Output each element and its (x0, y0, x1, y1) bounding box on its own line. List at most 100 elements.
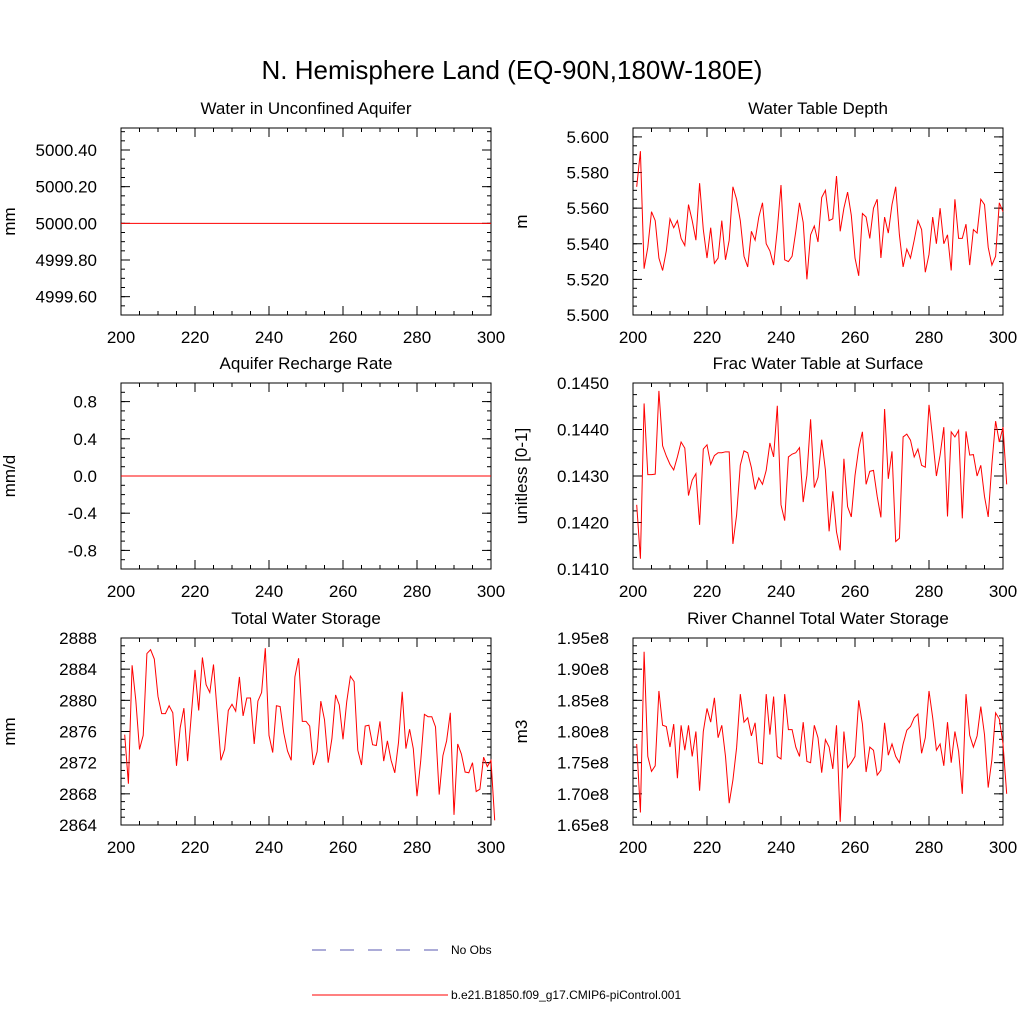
river-channel-storage-ytick-label: 1.75e8 (557, 754, 609, 773)
total-water-storage-panel: Total Water Storage mm 200 220 240 260 280 300 2… (0, 609, 505, 857)
total-water-storage-xtick-label: 280 (403, 838, 431, 857)
aquifer-water-ytick-label: 4999.60 (36, 288, 97, 307)
river-channel-storage-ylabel: m3 (512, 720, 531, 744)
river-channel-storage-title: River Channel Total Water Storage (687, 609, 949, 628)
frac-water-table-xtick-label: 240 (767, 582, 795, 601)
total-water-storage-ylabel: mm (0, 717, 19, 745)
frac-water-table-panel: Frac Water Table at Surface unitless [0-1… (512, 354, 1017, 601)
aquifer-water-xtick-label: 200 (107, 328, 135, 347)
river-channel-storage-ytick-label: 1.95e8 (557, 629, 609, 648)
legend-obs-label: No Obs (451, 943, 492, 957)
river-channel-storage-panel: River Channel Total Water Storage m3 200 22… (512, 609, 1017, 857)
frac-water-table-xtick-label: 220 (693, 582, 721, 601)
recharge-rate-ytick-label: 0.8 (73, 393, 97, 412)
water-table-depth-xtick-label: 220 (693, 328, 721, 347)
river-channel-storage-xtick-label: 280 (915, 838, 943, 857)
recharge-rate-xtick-label: 300 (477, 582, 505, 601)
frac-water-table-ylabel: unitless [0-1] (512, 428, 531, 524)
frac-water-table-ytick-label: 0.1450 (557, 374, 609, 393)
recharge-rate-ytick-label: -0.4 (68, 504, 97, 523)
legend-model-label: b.e21.B1850.f09_g17.CMIP6-piControl.001 (451, 988, 681, 1002)
river-channel-storage-ytick-label: 1.65e8 (557, 816, 609, 835)
total-water-storage-ytick-label: 2880 (59, 691, 97, 710)
recharge-rate-ytick-label: 0.0 (73, 467, 97, 486)
chart-panels: Water in Unconfined Aquifer mm 200 220 240 26… (0, 99, 1017, 857)
water-table-depth-frame (632, 127, 1004, 316)
recharge-rate-ylabel: mm/d (0, 455, 19, 498)
total-water-storage-ytick-label: 2864 (59, 816, 97, 835)
frac-water-table-xtick-label: 260 (841, 582, 869, 601)
water-table-depth-xtick-label: 280 (915, 328, 943, 347)
aquifer-water-ytick-label: 5000.00 (36, 214, 97, 233)
aquifer-water-xtick-label: 280 (403, 328, 431, 347)
river-channel-storage-ytick-label: 1.90e8 (557, 660, 609, 679)
frac-water-table-ytick-label: 0.1440 (557, 421, 609, 440)
aquifer-water-ytick-label: 5000.40 (36, 141, 97, 160)
river-channel-storage-ytick-label: 1.80e8 (557, 723, 609, 742)
total-water-storage-xtick-label: 260 (329, 838, 357, 857)
frac-water-table-series-line (636, 390, 1008, 559)
water-table-depth-ytick-label: 5.560 (566, 199, 609, 218)
recharge-rate-xtick-label: 240 (255, 582, 283, 601)
water-table-depth-ytick-label: 5.500 (566, 306, 609, 325)
water-table-depth-xtick-label: 240 (767, 328, 795, 347)
aquifer-water-xtick-label: 300 (477, 328, 505, 347)
water-table-depth-xtick-label: 200 (619, 328, 647, 347)
river-channel-storage-xtick-label: 200 (619, 838, 647, 857)
aquifer-water-ylabel: mm (0, 207, 19, 235)
total-water-storage-xtick-label: 200 (107, 838, 135, 857)
aquifer-water-ytick-label: 5000.20 (36, 178, 97, 197)
water-table-depth-ylabel: m (512, 214, 531, 228)
river-channel-storage-xtick-label: 260 (841, 838, 869, 857)
river-channel-storage-xtick-label: 300 (989, 838, 1017, 857)
total-water-storage-ytick-label: 2876 (59, 723, 97, 742)
frac-water-table-xtick-label: 200 (619, 582, 647, 601)
frac-water-table-title: Frac Water Table at Surface (713, 354, 924, 373)
frac-water-table-ytick-label: 0.1420 (557, 514, 609, 533)
river-channel-storage-ytick-label: 1.85e8 (557, 691, 609, 710)
total-water-storage-ytick-label: 2884 (59, 660, 97, 679)
legend: No Obs b.e21.B1850.f09_g17.CMIP6-piContr… (312, 943, 681, 1002)
aquifer-water-xtick-label: 240 (255, 328, 283, 347)
recharge-rate-xtick-label: 220 (181, 582, 209, 601)
river-channel-storage-series-line (636, 651, 1008, 822)
total-water-storage-xtick-label: 300 (477, 838, 505, 857)
water-table-depth-title: Water Table Depth (748, 99, 888, 118)
frac-water-table-ytick-label: 0.1410 (557, 560, 609, 579)
recharge-rate-xtick-label: 280 (403, 582, 431, 601)
total-water-storage-xtick-label: 220 (181, 838, 209, 857)
aquifer-water-ytick-label: 4999.80 (36, 251, 97, 270)
total-water-storage-ytick-label: 2888 (59, 629, 97, 648)
water-table-depth-ytick-label: 5.540 (566, 235, 609, 254)
water-table-depth-ytick-label: 5.520 (566, 270, 609, 289)
recharge-rate-xtick-label: 260 (329, 582, 357, 601)
recharge-rate-ytick-label: 0.4 (73, 430, 97, 449)
main-title: N. Hemisphere Land (EQ-90N,180W-180E) (262, 55, 763, 85)
river-channel-storage-xtick-label: 240 (767, 838, 795, 857)
aquifer-water-xtick-label: 260 (329, 328, 357, 347)
recharge-rate-panel: Aquifer Recharge Rate mm/d 200 220 240 260 280… (0, 354, 505, 601)
river-channel-storage-xtick-label: 220 (693, 838, 721, 857)
total-water-storage-title: Total Water Storage (231, 609, 381, 628)
aquifer-water-panel: Water in Unconfined Aquifer mm 200 220 240 26… (0, 99, 505, 347)
water-table-depth-ytick-label: 5.600 (566, 128, 609, 147)
aquifer-water-xtick-label: 220 (181, 328, 209, 347)
water-table-depth-ytick-label: 5.580 (566, 164, 609, 183)
aquifer-water-frame (120, 127, 492, 316)
water-table-depth-series-line (636, 151, 1004, 280)
total-water-storage-series-line (124, 648, 496, 821)
total-water-storage-ytick-label: 2872 (59, 754, 97, 773)
aquifer-water-title: Water in Unconfined Aquifer (200, 99, 411, 118)
recharge-rate-title: Aquifer Recharge Rate (220, 354, 393, 373)
water-table-depth-panel: Water Table Depth m 200 220 240 260 280 300 5.50… (512, 99, 1017, 347)
frac-water-table-xtick-label: 280 (915, 582, 943, 601)
water-table-depth-xtick-label: 260 (841, 328, 869, 347)
frac-water-table-xtick-label: 300 (989, 582, 1017, 601)
total-water-storage-ytick-label: 2868 (59, 785, 97, 804)
river-channel-storage-ytick-label: 1.70e8 (557, 785, 609, 804)
recharge-rate-ytick-label: -0.8 (68, 541, 97, 560)
total-water-storage-xtick-label: 240 (255, 838, 283, 857)
recharge-rate-xtick-label: 200 (107, 582, 135, 601)
frac-water-table-ytick-label: 0.1430 (557, 467, 609, 486)
